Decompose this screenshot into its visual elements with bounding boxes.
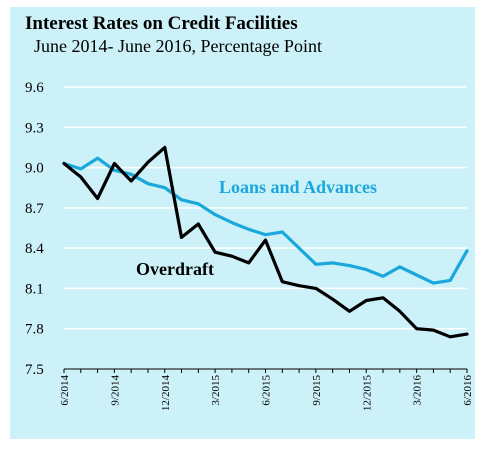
x-tick-label: 3/2016 [412, 375, 424, 406]
x-tick-label: 6/2015 [261, 375, 273, 406]
y-tick-label: 7.8 [25, 322, 44, 338]
line-chart: Interest Rates on Credit Facilities June… [25, 13, 474, 412]
x-tick-label: 6/2016 [462, 375, 474, 406]
y-tick-label: 8.7 [25, 201, 44, 217]
y-tick-label: 9.6 [25, 80, 44, 96]
loans-annotation: Loans and Advances [219, 177, 377, 197]
y-tick-label: 7.5 [25, 362, 44, 378]
x-tick-label: 9/2014 [109, 375, 121, 406]
y-tick-label: 9.3 [25, 120, 44, 136]
overdraft-line [62, 145, 469, 339]
y-tick-label: 9.0 [25, 161, 44, 177]
y-tick-label: 8.1 [25, 281, 44, 297]
chart-subtitle: June 2014- June 2016, Percentage Point [34, 36, 322, 56]
x-tick-label: 3/2015 [210, 375, 222, 406]
loans-and-advances-line [62, 156, 469, 285]
chart-panel: Interest Rates on Credit Facilities June… [10, 7, 475, 439]
y-axis-ticks: 9.6 9.3 9.0 8.7 8.4 8.1 7.8 7.5 [25, 80, 44, 378]
x-tick-label: 12/2015 [361, 375, 373, 412]
series-lines [62, 145, 469, 339]
overdraft-annotation: Overdraft [136, 259, 214, 279]
chart-title: Interest Rates on Credit Facilities [25, 13, 298, 34]
y-tick-label: 8.4 [25, 241, 44, 257]
x-tick-label: 9/2015 [311, 375, 323, 406]
x-tick-label: 12/2014 [160, 375, 172, 412]
x-tick-label: 6/2014 [59, 375, 71, 406]
x-axis-ticks: 6/2014 9/2014 12/2014 3/2015 6/2015 9/2015 12/… [59, 375, 474, 412]
gridlines [63, 86, 468, 373]
